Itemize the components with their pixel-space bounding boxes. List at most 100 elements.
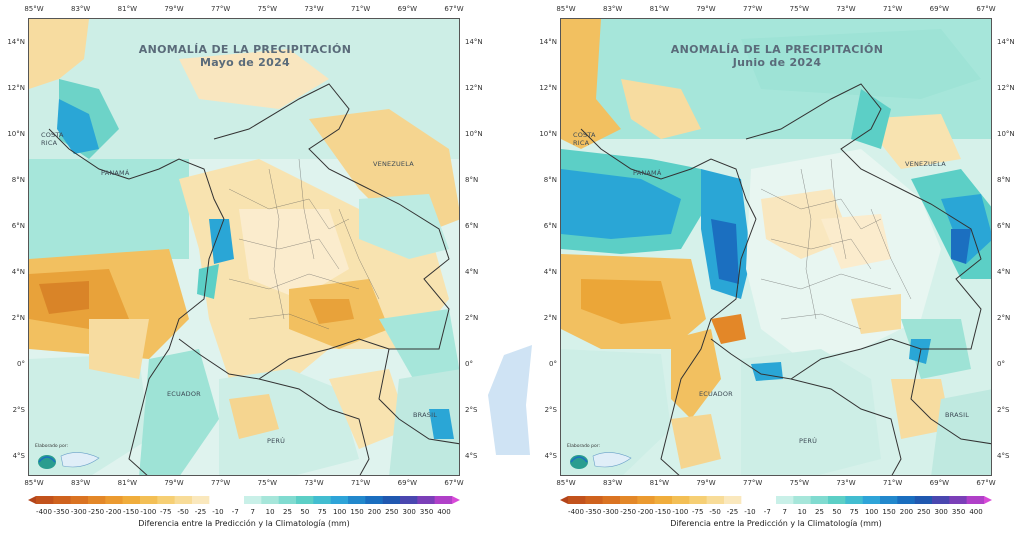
colorbar-tick-label: 150 [350,508,364,516]
colorbar-segment [949,496,967,504]
longitude-label: 73°W [304,5,324,13]
colorbar-tick-label: -25 [726,508,739,516]
country-label-brasil: BRASIL [413,411,438,419]
longitude-label: 85°W [24,5,44,13]
longitude-label: 77°W [210,5,231,13]
latitude-axis-right: 14°N 12°N 10°N 8°N 6°N 4°N 2°N 0° 2°S 4°S [994,18,1022,476]
colorbar-tick-label: -300 [70,508,87,516]
colorbar-segment [810,496,829,504]
colorbar-segment [880,496,898,504]
country-label-costa-rica: COSTA RICA [573,131,596,147]
latitude-label: 4°N [543,268,557,276]
latitude-label: 8°N [997,176,1011,184]
latitude-label: 12°N [997,84,1015,92]
colorbar-segment [365,496,383,504]
precipitation-anomaly-map: ANOMALÍA DE LA PRECIPITACIÓN Mayo de 202… [28,18,460,476]
longitude-label: 75°W [257,5,277,13]
colorbar-tick-label: -7 [763,508,771,516]
longitude-label: 77°W [742,479,763,487]
latitude-label: 14°N [465,38,483,46]
latitude-label: 12°N [7,84,25,92]
colorbar-segment [741,496,759,504]
latitude-label: 2°S [465,406,478,414]
ideam-logo-icon [38,452,100,469]
colorbar-segment [36,496,54,504]
colorbar-segment [897,496,915,504]
ideam-logo-icon [570,452,632,469]
colorbar-segment [585,496,603,504]
latitude-label: 10°N [539,130,557,138]
latitude-label: 0° [549,360,557,368]
colorbar-tick-label: 100 [332,508,347,516]
colorbar-segment [313,496,331,504]
colorbar-segment [672,496,690,504]
colorbar-tick-label: 25 [815,508,824,516]
colorbar-tick-label: -50 [709,508,721,516]
colorbar-extend-low [560,496,568,504]
colorbar-segment [296,496,314,504]
latitude-label: 6°N [543,222,557,230]
colorbar-tick-label: -350 [585,508,602,516]
colorbar-segment [932,496,950,504]
longitude-label: 73°W [836,5,856,13]
colorbar-label: Diferencia entre la Predicción y la Clim… [670,519,882,528]
map-title-line1: ANOMALÍA DE LA PRECIPITACIÓN [670,43,884,56]
colorbar-tick-label: 150 [882,508,896,516]
longitude-axis-bottom: 85°W 83°W 81°W 79°W 77°W 75°W 73°W 71°W 69°W 67°W [556,479,995,489]
colorbar-segment [105,496,123,504]
colorbar-tick-label: 75 [317,508,327,516]
longitude-label: 69°W [397,479,417,487]
latitude-label: 8°N [543,176,557,184]
colorbar-segment [568,496,586,504]
colorbar-tick-label: -10 [744,508,756,516]
longitude-label: 71°W [882,5,903,13]
colorbar-tick-label: -10 [212,508,224,516]
map-raster [29,19,459,475]
institution-logo: Elaborado por: [33,444,103,475]
colorbar-tick-label: 10 [797,508,807,516]
colorbar-tick-label: -400 [568,508,584,516]
colorbar-segment [620,496,638,504]
longitude-axis-bottom: 85°W 83°W 81°W 79°W 77°W 75°W 73°W 71°W 69°W 67°W [24,479,463,489]
colorbar-ticks: -400 -350 -300 -250 -200 -150 -100 -75 -50 -25 -10… [560,508,992,517]
longitude-label: 79°W [164,5,184,13]
latitude-label: 12°N [465,84,483,92]
colorbar [560,496,992,504]
colorbar-tick-label: 10 [265,508,275,516]
colorbar-segment [157,496,175,504]
country-label-peru: PERÚ [799,437,818,445]
country-label-ecuador: ECUADOR [167,390,201,398]
longitude-label: 77°W [210,479,231,487]
longitude-label: 81°W [649,5,669,13]
latitude-label: 4°S [12,452,25,460]
latitude-label: 4°N [997,268,1011,276]
colorbar-tick-label: 75 [849,508,859,516]
colorbar-tick-label: -25 [194,508,207,516]
colorbar-extend-high [452,496,460,504]
colorbar-tick-label: -75 [160,508,172,516]
colorbar-segment [400,496,418,504]
colorbar-tick-label: -200 [637,508,654,516]
colorbar-tick-label: -400 [36,508,52,516]
latitude-axis-left: 14°N 12°N 10°N 8°N 6°N 4°N 2°N 0° 2°S 4°S [0,18,28,476]
country-label-peru: PERÚ [267,437,286,445]
divider-shape [488,345,532,455]
latitude-label: 4°S [997,452,1010,460]
map-title: ANOMALÍA DE LA PRECIPITACIÓN Junio de 20… [561,43,991,69]
longitude-label: 69°W [929,479,949,487]
colorbar-tick-label: -250 [620,508,637,516]
colorbar-tick-label: -250 [88,508,105,516]
longitude-label: 83°W [602,5,623,13]
longitude-label: 83°W [70,479,91,487]
colorbar-segment [793,496,811,504]
colorbar-extend-low [28,496,36,504]
colorbar-segment [602,496,621,504]
colorbar-segment [637,496,655,504]
colorbar-segment [348,496,366,504]
colorbar-tick-label: 350 [951,508,966,516]
longitude-label: 79°W [164,479,184,487]
latitude-label: 14°N [539,38,557,46]
latitude-label: 10°N [465,130,483,138]
colorbar-segment [914,496,933,504]
latitude-label: 2°N [543,314,557,322]
